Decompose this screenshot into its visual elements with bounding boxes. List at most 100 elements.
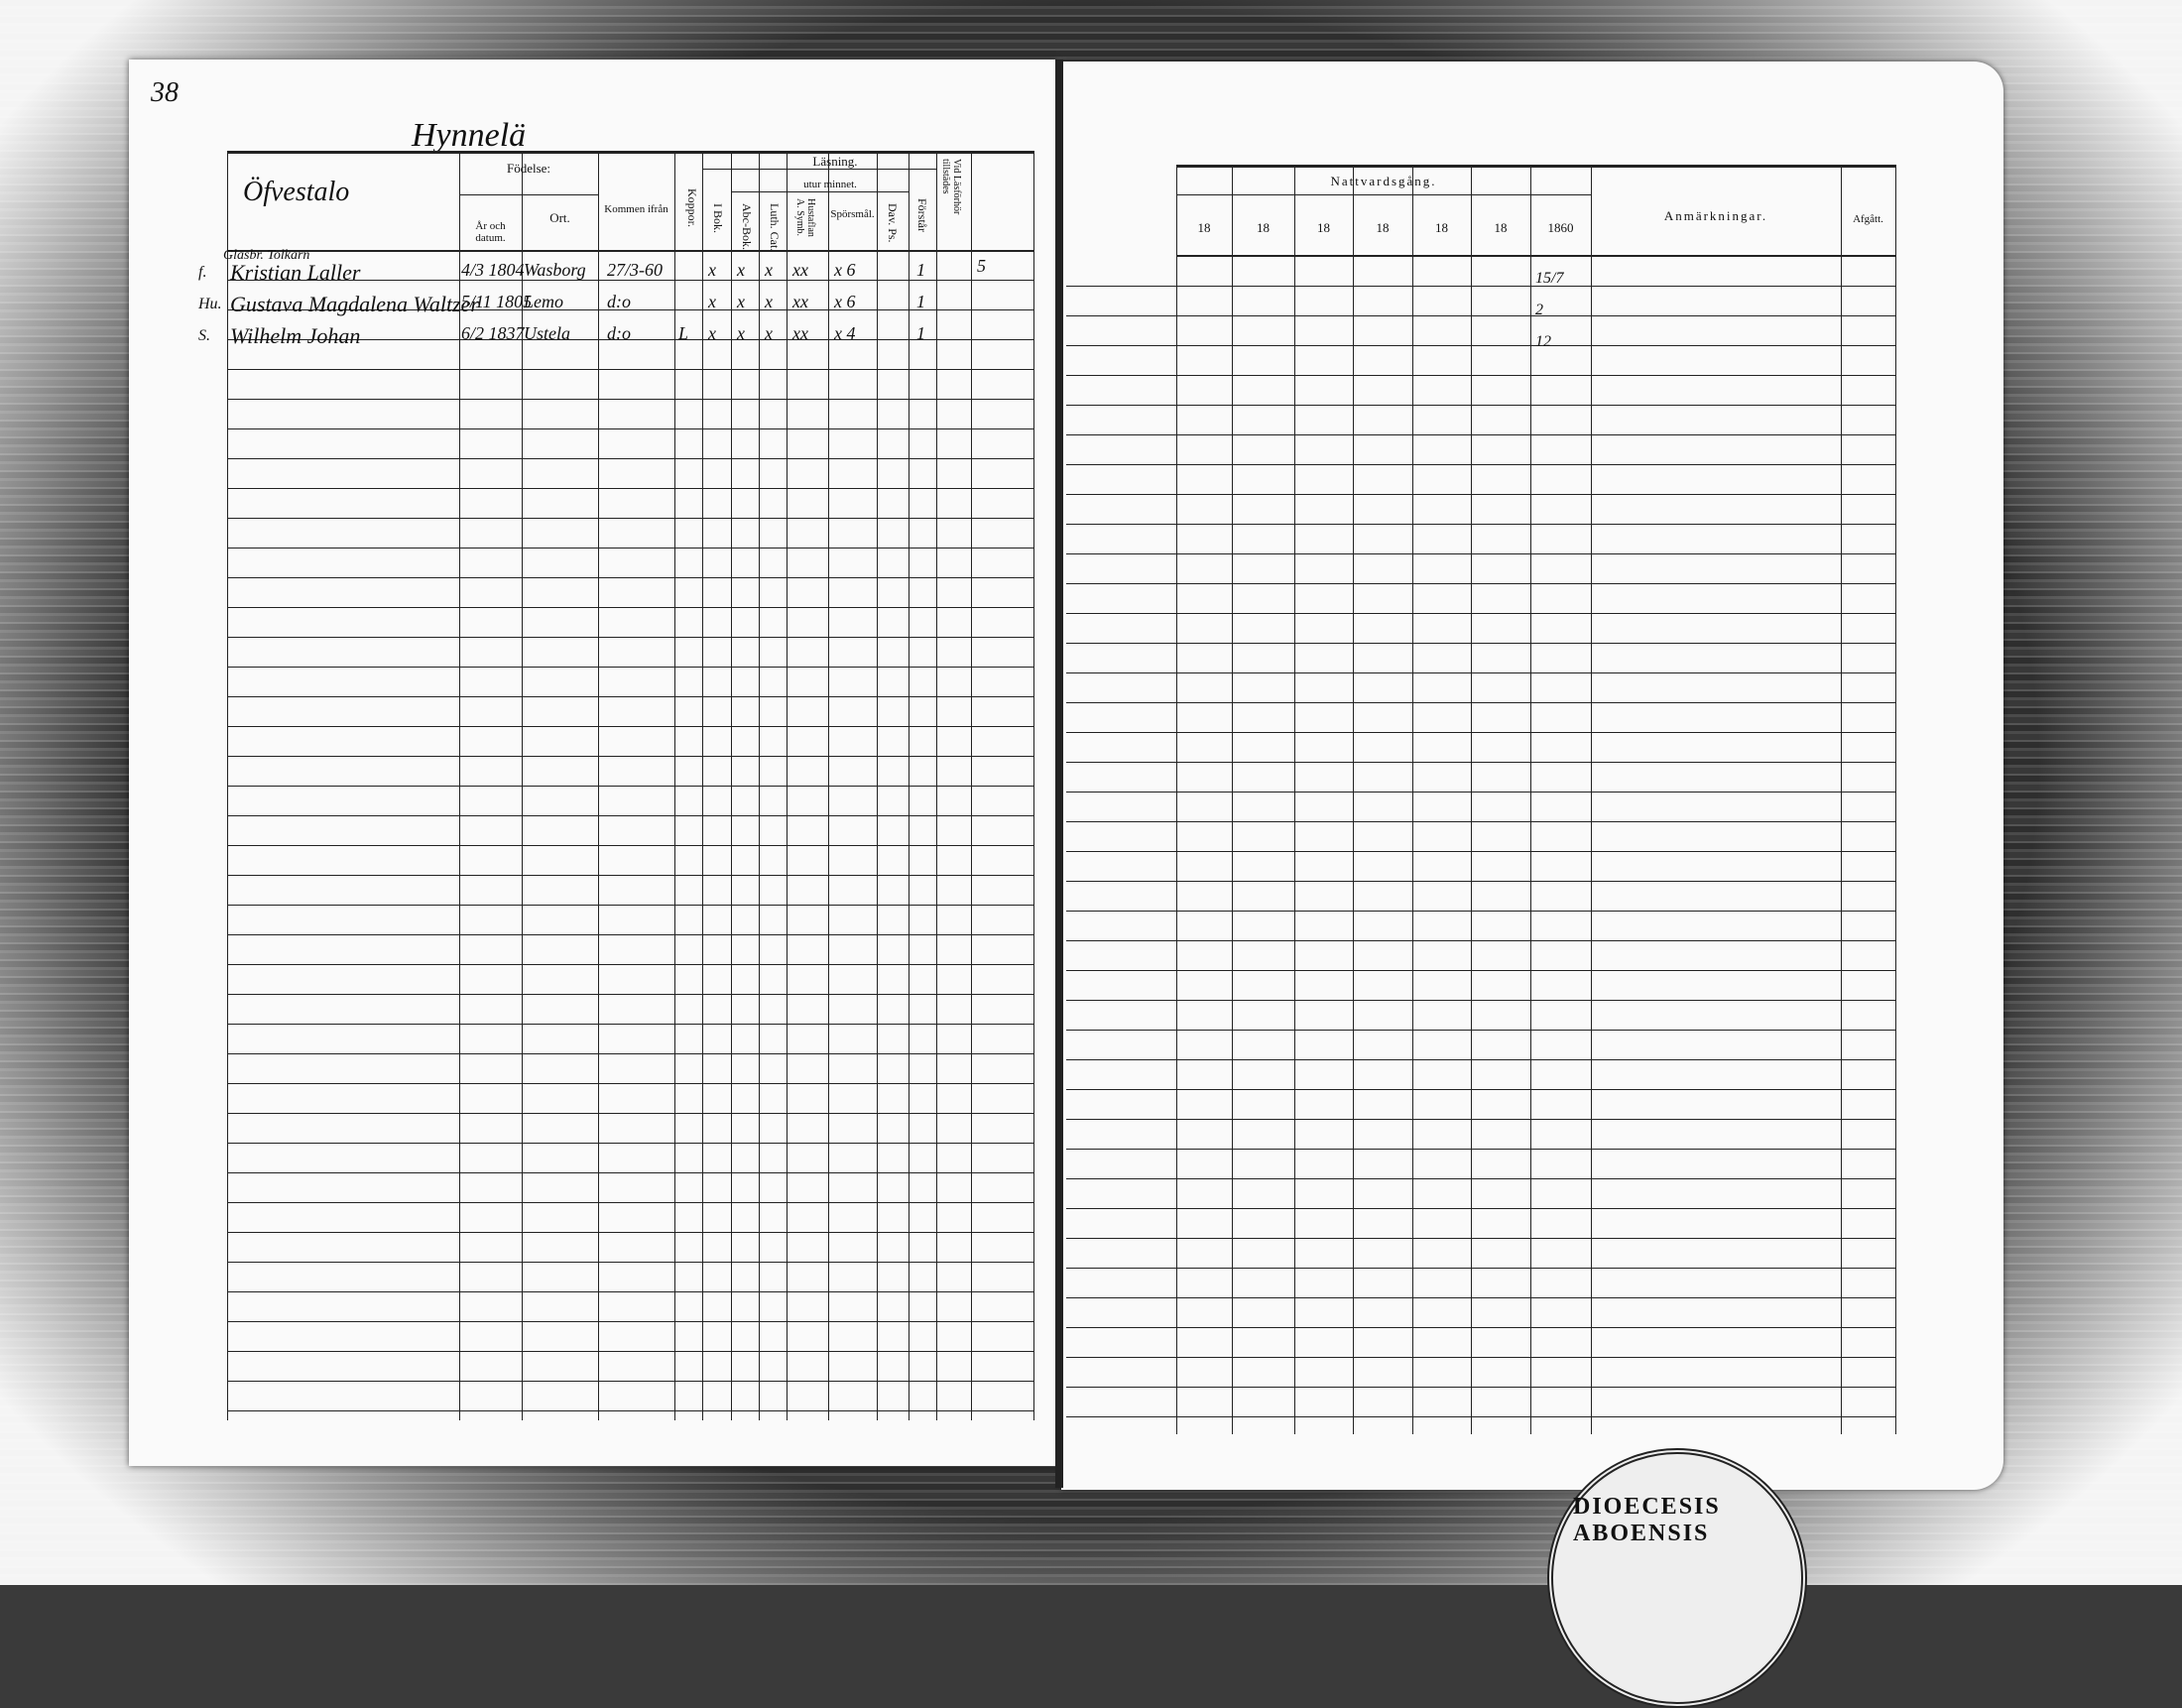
row-rule [1066, 970, 1895, 971]
row-rule [227, 458, 1033, 459]
entry-communion: 15/7 [1535, 270, 1564, 287]
header-communion: Nattvardsgång. [1330, 174, 1437, 188]
stamp-text: DIOECESIS ABOENSIS [1573, 1494, 1721, 1546]
row-rule [227, 1202, 1033, 1203]
row-rule [1066, 762, 1895, 763]
entry-reading-mark: x [708, 323, 716, 343]
row-rule [227, 756, 1033, 757]
header-place: Ort. [549, 210, 570, 225]
entry-reading-mark: xx [792, 292, 808, 311]
row-rule [227, 1143, 1033, 1144]
communion-rule [1176, 194, 1591, 195]
row-rule [1066, 1268, 1895, 1269]
row-rule [227, 845, 1033, 846]
row-rule [1066, 851, 1895, 852]
header-remarks: Anmärkningar. [1663, 208, 1768, 223]
row-rule [227, 637, 1033, 638]
entry-note: Glasbr. Tolkarn [223, 248, 310, 263]
row-rule [227, 577, 1033, 578]
row-rule [1066, 821, 1895, 822]
entry-prefix: S. [198, 327, 210, 344]
row-rule [227, 1232, 1033, 1233]
entry-smallpox: L [678, 323, 689, 343]
column-rule [1294, 165, 1295, 1434]
entry-name: Kristian Laller [230, 260, 361, 285]
entry-reading-mark: x 4 [834, 323, 856, 343]
row-rule [227, 399, 1033, 400]
header-birth: Födelse: [506, 161, 551, 176]
row-rule [1066, 1178, 1895, 1179]
entry-reading-mark: x [708, 292, 716, 311]
row-rule [227, 309, 1033, 310]
row-rule [1066, 434, 1895, 435]
column-rule [1232, 165, 1233, 1434]
column-rule [1412, 165, 1413, 1434]
row-rule [1066, 583, 1895, 584]
row-rule [1066, 1059, 1895, 1060]
row-rule [227, 905, 1033, 906]
row-rule [1066, 792, 1895, 793]
row-rule [1066, 1000, 1895, 1001]
row-rule [227, 1113, 1033, 1114]
column-rule [1033, 151, 1034, 1420]
row-rule [227, 875, 1033, 876]
communion-year: 1860 [1547, 220, 1574, 235]
row-rule [1066, 1416, 1895, 1417]
by-heart-rule [731, 191, 909, 192]
column-rule [1591, 165, 1592, 1434]
entry-birth-date: 5/11 1805 [461, 292, 533, 311]
row-rule [1066, 1238, 1895, 1239]
header-household: Hustaflan A. Symb. [794, 198, 816, 237]
reading-rule [702, 169, 936, 170]
header-in-book: I Bok. [711, 203, 725, 233]
page-number: 38 [151, 77, 179, 108]
column-rule [1471, 165, 1472, 1434]
row-rule [1066, 1149, 1895, 1150]
row-rule [1066, 1208, 1895, 1209]
entry-reading-mark: x [765, 323, 773, 343]
header-year-date: År och datum. [475, 220, 506, 244]
column-rule [1841, 165, 1842, 1434]
entry-reading-mark: x [765, 260, 773, 280]
row-rule [1066, 1089, 1895, 1090]
header-psalms: Dav. Ps. [886, 203, 900, 243]
row-rule [227, 1291, 1033, 1292]
row-rule [1066, 553, 1895, 554]
entry-understands: 1 [916, 292, 925, 311]
right-page [1061, 61, 2003, 1490]
row-rule [1066, 315, 1895, 316]
row-rule [1066, 672, 1895, 673]
communion-year: 18 [1257, 220, 1270, 235]
book-spine [1055, 60, 1063, 1488]
row-rule [1066, 375, 1895, 376]
header-bottom-rule [227, 250, 1033, 252]
entry-understands: 1 [916, 323, 925, 343]
entry-reading-mark: x [737, 292, 745, 311]
entry-communion: 12 [1535, 333, 1551, 350]
row-rule [1066, 613, 1895, 614]
header-by-heart: utur minnet. [803, 179, 857, 190]
communion-year: 18 [1494, 220, 1508, 235]
row-rule [1066, 702, 1895, 703]
header-questions: Spörsmål. [830, 208, 875, 220]
header-understands: Förstår [915, 198, 929, 232]
communion-year: 18 [1376, 220, 1390, 235]
entry-understands: 1 [916, 260, 925, 280]
entry-came-from: d:o [607, 292, 631, 311]
header-departed: Afgått. [1853, 213, 1883, 225]
entry-prefix: f. [198, 264, 207, 281]
row-rule [1066, 405, 1895, 406]
row-rule [227, 1321, 1033, 1322]
row-rule [227, 1262, 1033, 1263]
entry-name: Gustava Magdalena Waltzer [230, 292, 479, 316]
entry-reading-mark: x [765, 292, 773, 311]
entry-reading-mark: xx [792, 260, 808, 280]
entry-reading-mark: x [708, 260, 716, 280]
row-rule [1066, 1357, 1895, 1358]
row-rule [1066, 1327, 1895, 1328]
row-rule [1066, 464, 1895, 465]
row-rule [227, 548, 1033, 549]
farm-name: Öfvestalo [243, 177, 350, 207]
table-top-rule [1176, 165, 1895, 168]
row-rule [227, 994, 1033, 995]
